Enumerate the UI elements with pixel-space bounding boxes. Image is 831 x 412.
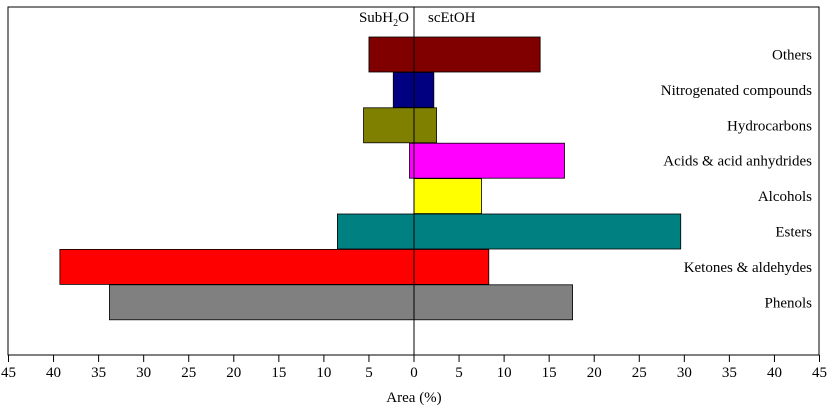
x-tick-label: 40: [767, 365, 782, 381]
x-tick-label: 20: [226, 365, 241, 381]
bar-right-others: [413, 36, 541, 73]
bar-right-esters: [413, 213, 682, 250]
x-tick-label: 10: [316, 365, 331, 381]
x-tick-label: 15: [542, 365, 557, 381]
x-axis-label: Area (%): [386, 390, 441, 406]
bar-left-esters: [337, 213, 415, 250]
category-label-phenols: Phenols: [764, 295, 812, 311]
category-label-nitrogenated-compounds: Nitrogenated compounds: [661, 83, 812, 99]
x-tick-label: 45: [812, 365, 827, 381]
x-axis-ticks: 45 40 35 30 25 20 15 10 5 0 5 10 15 20 25 30 35 40 45: [1, 355, 827, 381]
x-tick-label: 20: [587, 365, 602, 381]
category-label-alcohols: Alcohols: [758, 189, 812, 205]
x-tick-label: 25: [181, 365, 196, 381]
category-label-ketones-aldehydes: Ketones & aldehydes: [684, 260, 812, 276]
x-tick-label: 45: [1, 365, 16, 381]
x-tick-label: 40: [46, 365, 61, 381]
category-labels: Others Nitrogenated compounds Hydrocarbons…: [661, 48, 812, 312]
x-tick-label: 35: [722, 365, 737, 381]
bar-left-hydrocarbons: [363, 107, 415, 144]
category-label-others: Others: [772, 48, 812, 64]
x-tick-label: 5: [455, 365, 463, 381]
bar-left-acids-acid-anhydrides: [409, 142, 415, 179]
x-tick-label: 30: [677, 365, 692, 381]
x-tick-label: 15: [271, 365, 286, 381]
x-tick-label: 5: [365, 365, 373, 381]
x-tick-label: 30: [136, 365, 151, 381]
right-header-label: scEtOH: [428, 10, 476, 26]
x-tick-label: 25: [632, 365, 647, 381]
left-header-label: SubH2O: [359, 10, 409, 29]
category-label-acids-acid-anhydrides: Acids & acid anhydrides: [663, 154, 812, 170]
bar-right-nitrogenated-compounds: [413, 72, 435, 108]
x-tick-label: 0: [410, 365, 418, 381]
bars-layer: [59, 36, 682, 321]
x-tick-label: 10: [497, 365, 512, 381]
x-tick-label: 35: [91, 365, 106, 381]
category-label-hydrocarbons: Hydrocarbons: [727, 118, 812, 134]
bar-right-hydrocarbons: [413, 107, 437, 144]
bar-left-nitrogenated-compounds: [392, 72, 415, 108]
bar-left-phenols: [109, 284, 415, 321]
bar-right-phenols: [413, 284, 573, 321]
bar-left-others: [368, 36, 415, 73]
bar-right-acids-acid-anhydrides: [413, 142, 565, 179]
bar-right-alcohols: [413, 178, 482, 215]
bar-right-ketones-aldehydes: [413, 248, 490, 285]
category-label-esters: Esters: [775, 225, 812, 241]
bar-left-ketones-aldehydes: [59, 248, 415, 285]
